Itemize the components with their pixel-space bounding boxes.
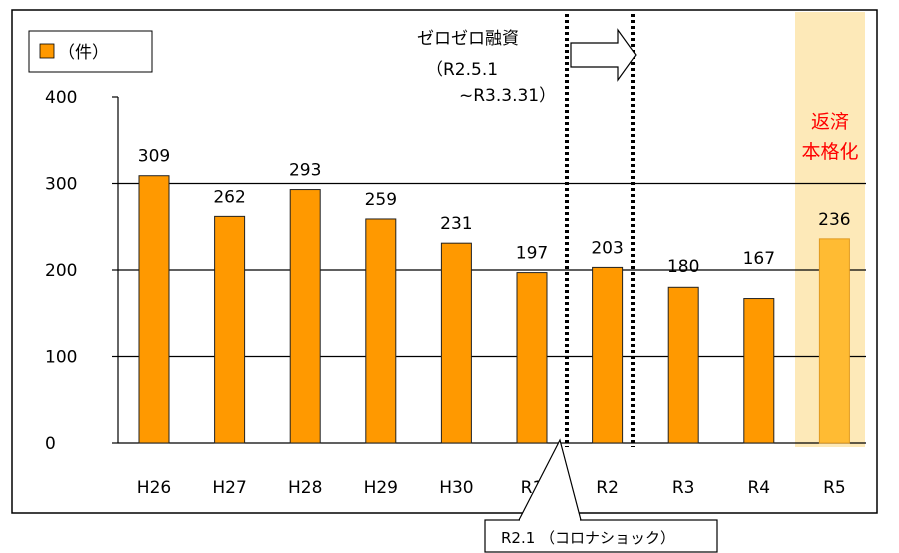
data-label: 180 — [667, 257, 699, 277]
legend-swatch — [39, 43, 55, 59]
bar — [516, 272, 548, 444]
x-tick-label: R4 — [747, 478, 770, 498]
x-tick-label: H26 — [137, 478, 171, 498]
repayment-line1: 返済 — [811, 111, 849, 133]
y-tick-label: 400 — [45, 88, 77, 108]
bar — [440, 242, 472, 444]
repayment-line2: 本格化 — [801, 141, 858, 163]
y-axis-ticks: 0 100 200 300 400 — [45, 88, 77, 454]
legend-label: （件） — [58, 43, 109, 63]
x-tick-label: H30 — [439, 478, 473, 498]
bar — [743, 298, 775, 444]
x-tick-label: R5 — [823, 478, 846, 498]
corona-label: R2.1 （コロナショック） — [501, 529, 675, 547]
data-label: 262 — [213, 187, 245, 207]
x-tick-label: H29 — [364, 478, 398, 498]
bar — [289, 189, 321, 444]
data-label: 309 — [138, 147, 170, 167]
legend: （件） — [28, 30, 153, 73]
data-labels: 309 262 293 259 231 197 203 180 167 236 — [138, 147, 851, 277]
data-label: 167 — [743, 249, 775, 269]
callout-box — [484, 519, 718, 553]
bars — [138, 175, 850, 444]
data-label: 197 — [516, 244, 548, 264]
zero-zero-title: ゼロゼロ融資 — [417, 29, 519, 49]
bar — [365, 218, 397, 444]
data-label: 231 — [440, 214, 472, 234]
y-tick-label: 300 — [45, 175, 77, 195]
right-arrow-icon — [570, 28, 637, 82]
bar — [214, 215, 246, 444]
y-tick-label: 200 — [45, 261, 77, 281]
bar — [592, 266, 624, 444]
bar — [138, 175, 170, 444]
x-tick-label: H27 — [212, 478, 246, 498]
x-tick-label: R3 — [672, 478, 695, 498]
data-label: 236 — [818, 210, 850, 230]
x-tick-label: H28 — [288, 478, 322, 498]
bar — [818, 238, 850, 444]
data-label: 259 — [365, 190, 397, 210]
callout-pointer — [518, 438, 582, 521]
bar — [667, 286, 699, 444]
x-axis-ticks: H26 H27 H28 H29 H30 R1 R2 R3 R4 R5 — [137, 478, 846, 498]
zero-zero-period-end: ~R3.3.31） — [459, 86, 556, 106]
zero-zero-annotation: ゼロゼロ融資 （R2.5.1 ~R3.3.31） — [417, 28, 637, 106]
repayment-annotation: 返済 本格化 — [801, 111, 858, 163]
data-label: 203 — [591, 238, 623, 258]
x-tick-label: R2 — [596, 478, 619, 498]
y-tick-label: 0 — [45, 434, 56, 454]
data-label: 293 — [289, 161, 321, 181]
y-tick-label: 100 — [45, 348, 77, 368]
corona-callout: R2.1 （コロナショック） — [484, 438, 718, 553]
zero-zero-period-start: （R2.5.1 — [426, 60, 498, 80]
